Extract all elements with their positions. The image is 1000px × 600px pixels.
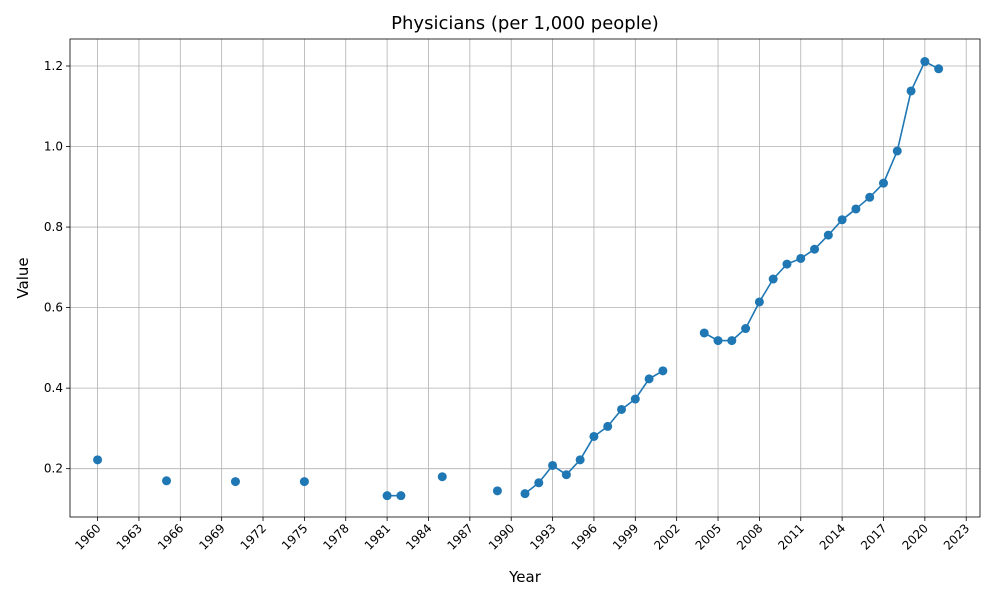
data-point [878, 178, 888, 188]
data-point [796, 253, 806, 263]
y-tick-label: 0.6 [44, 301, 63, 315]
data-point [630, 394, 640, 404]
data-point [548, 460, 558, 470]
y-tick-label: 0.4 [44, 381, 63, 395]
data-point [230, 477, 240, 487]
x-tick-label: 1993 [527, 521, 558, 552]
data-point [561, 470, 571, 480]
plot-frame [69, 38, 981, 518]
x-tick-label: 2023 [941, 521, 972, 552]
x-tick-label: 2020 [899, 521, 930, 552]
series-line-segment [910, 61, 926, 92]
x-tick-label: 2005 [693, 521, 724, 552]
data-point [810, 244, 820, 254]
data-point [727, 336, 737, 346]
series-line-segment [579, 436, 595, 461]
x-tick-label: 1996 [569, 521, 600, 552]
data-point [603, 421, 613, 431]
data-point [520, 489, 530, 499]
x-tick-label: 1975 [279, 521, 310, 552]
y-tick-label: 1.2 [44, 59, 63, 73]
data-point [575, 455, 585, 465]
chart-title: Physicians (per 1,000 people) [391, 13, 659, 34]
data-point [589, 431, 599, 441]
data-point [299, 477, 309, 487]
data-point [823, 230, 833, 240]
data-point [492, 486, 502, 496]
data-point [782, 259, 792, 269]
data-point [534, 478, 544, 488]
series-layer [93, 57, 944, 501]
x-tick-label: 1981 [362, 521, 393, 552]
data-point [754, 297, 764, 307]
data-point [934, 64, 944, 74]
y-tick-label: 0.2 [44, 462, 63, 476]
data-point [617, 404, 627, 414]
data-point [658, 366, 668, 376]
x-tick-label: 1999 [610, 521, 641, 552]
data-point [162, 476, 172, 486]
x-tick-label: 2017 [858, 521, 889, 552]
x-tick-label: 2002 [651, 521, 682, 552]
y-tick-label: 1.0 [44, 140, 63, 154]
x-tick-label: 2014 [817, 521, 848, 552]
y-axis-label: Value [14, 257, 32, 298]
x-tick-label: 1990 [486, 521, 517, 552]
x-tick-label: 1963 [114, 521, 145, 552]
axes: 1960 1963 1966 1969 1972 1975 1978 1981 1984 1987… [44, 38, 981, 553]
x-tick-label: 1960 [72, 521, 103, 552]
data-point [892, 146, 902, 156]
data-point [382, 491, 392, 501]
x-tick-label: 2011 [775, 521, 806, 552]
data-point [437, 472, 447, 482]
x-axis-label: Year [508, 568, 542, 586]
x-tick-label: 1984 [403, 521, 434, 552]
x-tick-label: 1972 [238, 521, 269, 552]
data-point [699, 328, 709, 338]
data-point [713, 336, 723, 346]
data-point [865, 192, 875, 202]
x-tick-label: 2008 [734, 521, 765, 552]
data-point [851, 204, 861, 214]
data-point [396, 491, 406, 501]
data-point [920, 57, 930, 67]
data-point [644, 374, 654, 384]
grid [70, 39, 980, 517]
y-tick-label: 0.8 [44, 220, 63, 234]
series-line-segment [744, 301, 761, 329]
series-line-segment [882, 150, 899, 184]
x-tick-label: 1969 [196, 521, 227, 552]
x-tick-label: 1966 [155, 521, 186, 552]
x-tick-label: 1987 [444, 521, 475, 552]
data-point [768, 274, 778, 284]
data-point [837, 215, 847, 225]
data-point [741, 324, 751, 334]
data-point [93, 455, 103, 465]
data-point [906, 86, 916, 96]
series-line-segment [896, 90, 912, 152]
x-tick-label: 1978 [320, 521, 351, 552]
